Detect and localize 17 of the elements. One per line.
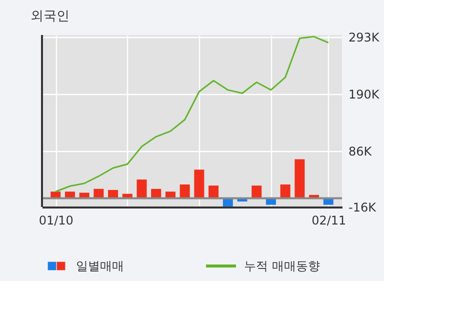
y-tick-label: -16K [348,200,378,214]
chart-title: 외국인 [30,9,70,24]
bar [194,170,204,198]
bar [294,159,305,198]
y-tick-label: 190K [348,87,380,102]
x-tick-label: 02/11 [312,214,346,228]
legend-label: 누적 매매동향 [244,259,320,273]
legend-label: 일별매매 [76,259,124,273]
bar [180,184,190,198]
y-tick-label: 86K [348,144,373,158]
y-tick-label: 293K [348,30,380,45]
bar [252,186,262,198]
bar [136,180,147,198]
line-series [54,36,330,192]
bar [208,186,219,198]
x-tick-label: 01/10 [38,214,74,228]
bar [280,184,290,198]
